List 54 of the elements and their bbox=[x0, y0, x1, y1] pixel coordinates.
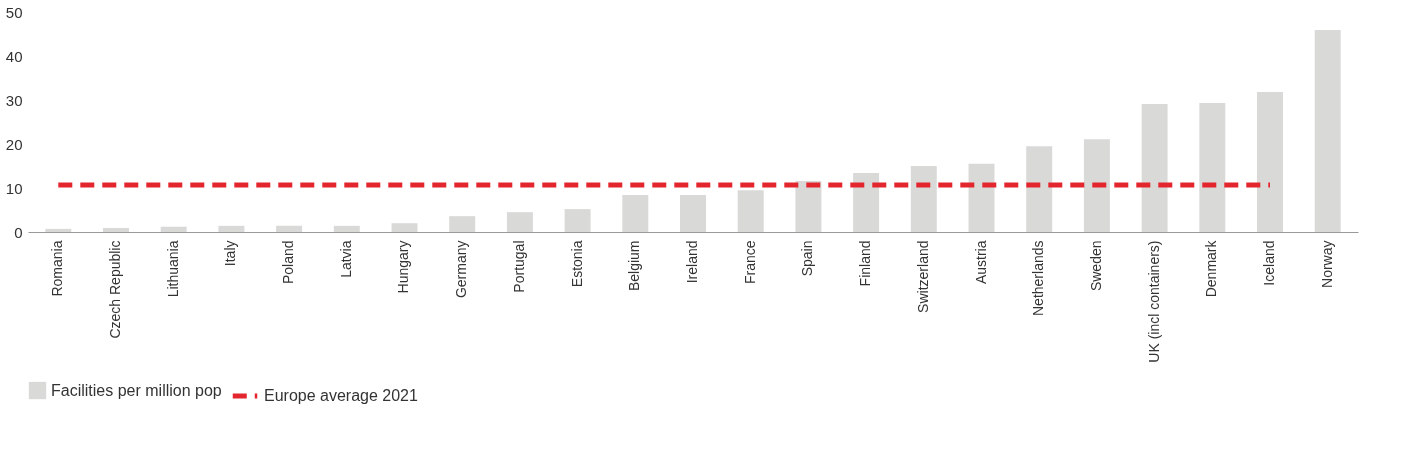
bar bbox=[218, 225, 245, 232]
bar bbox=[333, 225, 360, 232]
bar bbox=[506, 212, 533, 232]
x-tick-label: Poland bbox=[280, 240, 297, 285]
x-tick-label: Ireland bbox=[684, 240, 700, 284]
bar bbox=[1141, 103, 1168, 232]
x-tick-label: UK (incl containers) bbox=[1145, 240, 1162, 363]
bar bbox=[968, 163, 995, 232]
y-tick-label: 20 bbox=[5, 135, 23, 153]
x-tick-label: Austria bbox=[972, 240, 989, 285]
legend-label: Facilities per million pop bbox=[51, 381, 222, 399]
y-tick-label: 50 bbox=[5, 3, 23, 21]
bar bbox=[795, 180, 822, 232]
x-tick-label: Iceland bbox=[1261, 240, 1278, 286]
x-tick-label: Czech Republic bbox=[106, 240, 123, 339]
x-tick-label: Romania bbox=[49, 240, 66, 297]
bar bbox=[1314, 30, 1341, 232]
y-tick-label: 10 bbox=[5, 179, 23, 197]
bar bbox=[1257, 92, 1283, 232]
y-tick-label: 0 bbox=[14, 223, 23, 241]
bar bbox=[680, 195, 706, 232]
x-tick-label: Estonia bbox=[568, 240, 585, 288]
y-tick-label: 30 bbox=[5, 91, 23, 109]
bar bbox=[391, 223, 418, 232]
x-tick-label: Latvia bbox=[337, 240, 354, 278]
x-tick-label: Lithuania bbox=[164, 240, 181, 298]
bar bbox=[853, 173, 880, 232]
x-tick-label: France bbox=[741, 240, 758, 285]
x-tick-label: Spain bbox=[799, 240, 816, 277]
x-tick-label: Portugal bbox=[510, 240, 527, 293]
bar bbox=[622, 195, 649, 232]
x-tick-label: Belgium bbox=[626, 240, 643, 292]
x-tick-label: Italy bbox=[222, 240, 239, 267]
bar bbox=[276, 225, 303, 232]
x-tick-label: Norway bbox=[1318, 240, 1335, 288]
x-tick-label: Netherlands bbox=[1030, 240, 1047, 316]
y-tick-label: 40 bbox=[5, 47, 23, 65]
bar bbox=[910, 166, 937, 232]
x-tick-label: Switzerland bbox=[914, 240, 931, 313]
bar bbox=[45, 228, 72, 232]
x-tick-label: Finland bbox=[857, 240, 874, 287]
bar bbox=[160, 226, 187, 232]
bar bbox=[449, 216, 476, 232]
bar bbox=[1199, 103, 1226, 232]
x-tick-label: Sweden bbox=[1087, 240, 1104, 292]
bar bbox=[1026, 146, 1053, 232]
x-tick-label: Hungary bbox=[395, 240, 412, 294]
bar bbox=[564, 209, 591, 232]
x-tick-label: Germany bbox=[453, 240, 470, 299]
legend-label: Europe average 2021 bbox=[264, 387, 418, 404]
x-tick-label: Denmark bbox=[1203, 239, 1220, 298]
bar bbox=[737, 190, 764, 232]
bar bbox=[1083, 139, 1110, 232]
bar bbox=[103, 228, 129, 232]
